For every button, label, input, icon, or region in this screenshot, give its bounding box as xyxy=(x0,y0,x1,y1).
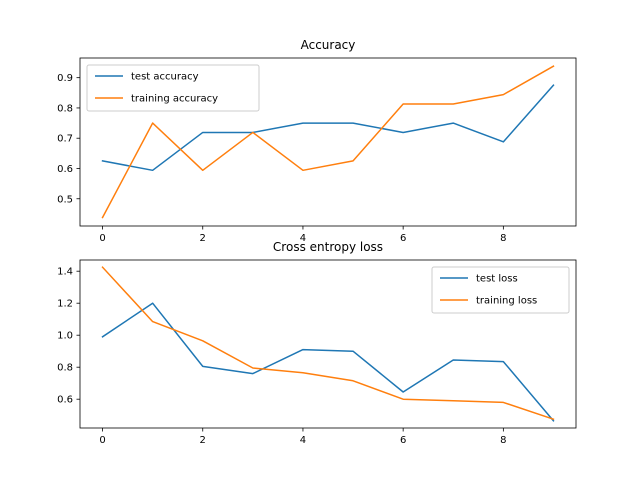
chart-loss: 0 2 4 6 8 0.6 0.8 1.0 1.2 1.4 Cross entropy loss te… xyxy=(57,240,577,446)
series-line-test-loss xyxy=(101,302,555,422)
x-tick-label: 6 xyxy=(400,435,406,446)
legend-label: test loss xyxy=(476,274,518,285)
legend: test loss training loss xyxy=(431,266,570,314)
y-tick-label: 1.0 xyxy=(57,331,73,342)
plot-frame xyxy=(79,57,577,227)
legend-label: training loss xyxy=(476,296,537,307)
charts-container: 0 2 4 6 8 0.5 0.6 0.7 0.8 0.9 Accuracy test accurac… xyxy=(57,38,577,446)
y-tick-label: 1.2 xyxy=(57,299,73,310)
series-line-training-accuracy xyxy=(101,65,555,219)
x-tick-label: 6 xyxy=(400,233,406,244)
x-tick-label: 8 xyxy=(500,435,506,446)
legend-label: test accuracy xyxy=(131,72,199,83)
y-tick-label: 0.5 xyxy=(57,194,73,205)
chart-title: Accuracy xyxy=(301,38,356,52)
legend-label: training accuracy xyxy=(131,94,218,105)
series-line-test-accuracy xyxy=(101,84,555,172)
y-tick-label: 0.8 xyxy=(57,363,73,374)
series-line-training-loss xyxy=(101,266,555,421)
y-tick-label: 0.8 xyxy=(57,103,73,114)
x-tick-label: 8 xyxy=(500,233,506,244)
y-tick-label: 0.7 xyxy=(57,134,73,145)
legend-box xyxy=(86,64,260,112)
x-tick-label: 4 xyxy=(300,435,306,446)
x-tick-label: 0 xyxy=(99,435,105,446)
x-tick-label: 2 xyxy=(200,233,206,244)
y-tick-label: 1.4 xyxy=(57,267,73,278)
y-tick-label: 0.6 xyxy=(57,164,73,175)
y-tick-label: 0.6 xyxy=(57,395,73,406)
x-tick-label: 2 xyxy=(200,435,206,446)
plot-frame xyxy=(79,259,577,429)
legend: test accuracy training accuracy xyxy=(86,64,260,112)
chart-title: Cross entropy loss xyxy=(273,240,383,254)
x-tick-label: 0 xyxy=(99,233,105,244)
chart-accuracy: 0 2 4 6 8 0.5 0.6 0.7 0.8 0.9 Accuracy test accurac… xyxy=(57,38,577,244)
y-tick-label: 0.9 xyxy=(57,73,73,84)
x-tick-label: 4 xyxy=(300,233,306,244)
